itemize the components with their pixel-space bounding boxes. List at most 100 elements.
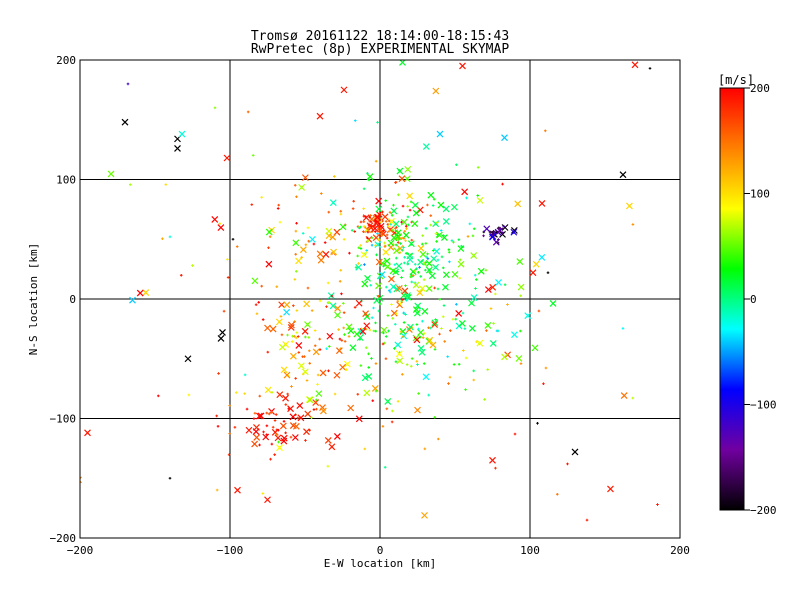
data-point-plus — [438, 332, 441, 336]
data-point-x — [315, 390, 323, 398]
data-point-plus — [293, 184, 297, 187]
data-point-plus — [386, 314, 390, 317]
data-point-plus — [227, 453, 231, 457]
data-point-plus — [410, 273, 413, 277]
data-point-plus — [474, 278, 478, 281]
data-point-x — [789, 537, 795, 543]
data-point-plus — [304, 243, 308, 247]
data-point-plus — [307, 336, 311, 339]
data-point-plus — [260, 284, 263, 288]
data-point-plus — [343, 333, 346, 336]
data-point-plus — [362, 207, 365, 210]
data-point-plus — [405, 227, 408, 230]
data-point-plus — [290, 385, 293, 388]
data-point-x — [289, 413, 297, 421]
data-point-x — [416, 289, 424, 297]
data-point-plus — [496, 241, 500, 245]
data-point-plus — [648, 67, 652, 70]
data-point-plus — [463, 327, 467, 330]
data-point-x — [489, 456, 496, 464]
data-point-x — [457, 260, 465, 268]
data-point-plus — [315, 398, 318, 402]
data-point-plus — [306, 226, 310, 230]
data-point-x — [319, 407, 327, 415]
data-point-plus — [427, 326, 430, 330]
data-point-plus — [359, 364, 363, 367]
data-point-plus — [370, 230, 374, 233]
data-point-plus — [218, 222, 222, 225]
data-point-x — [328, 443, 336, 451]
data-point-x — [375, 258, 383, 266]
data-point-plus — [377, 309, 381, 313]
data-point-x — [265, 260, 273, 268]
data-point-plus — [415, 267, 418, 271]
data-point-x — [499, 230, 506, 238]
data-point-plus — [273, 419, 277, 422]
data-point-x — [390, 207, 398, 215]
data-point-x — [620, 392, 628, 399]
data-point-x — [292, 239, 300, 247]
data-point-plus — [370, 357, 373, 360]
data-point-plus — [401, 269, 405, 273]
data-point-x — [433, 247, 441, 255]
data-point-plus — [315, 407, 318, 411]
data-point-x — [501, 353, 508, 361]
data-point-plus — [404, 239, 407, 243]
data-point-x — [451, 270, 459, 278]
data-point-x — [407, 323, 414, 331]
data-point-plus — [378, 302, 382, 306]
data-point-plus — [243, 373, 247, 377]
data-point-plus — [424, 261, 428, 264]
data-point-plus — [310, 416, 313, 420]
data-point-plus — [452, 240, 455, 244]
y-tick-label: 0 — [69, 293, 76, 306]
data-point-plus — [376, 232, 379, 235]
colorbar-tick-label: 0 — [750, 293, 757, 306]
data-point-x — [375, 205, 383, 213]
data-point-plus — [395, 312, 398, 316]
data-point-plus — [396, 241, 400, 244]
data-point-plus — [356, 393, 360, 396]
data-point-x — [282, 394, 289, 402]
data-point-x — [353, 330, 361, 338]
data-point-plus — [631, 396, 635, 400]
colorbar-tick-label: −200 — [750, 504, 777, 517]
data-point-x — [398, 175, 406, 183]
data-point-plus — [388, 229, 391, 233]
data-point-x — [326, 332, 334, 340]
data-point-plus — [293, 335, 296, 338]
data-point-x — [317, 256, 325, 264]
data-point-plus — [377, 276, 381, 280]
data-point-plus — [369, 224, 373, 228]
data-point-plus — [412, 274, 415, 277]
data-point-plus — [213, 106, 217, 110]
data-point-x — [437, 201, 445, 209]
data-point-x — [432, 87, 440, 95]
data-point-x — [388, 217, 395, 225]
data-point-x — [303, 428, 310, 436]
data-point-plus — [374, 230, 377, 233]
colorbar-ticks: 200 100 0 −100 −200 — [744, 82, 777, 517]
data-point-x — [417, 344, 425, 352]
data-point-x — [297, 414, 305, 422]
data-point-plus — [327, 301, 331, 304]
data-point-plus — [305, 379, 309, 382]
data-point-x — [386, 226, 394, 234]
data-point-x — [403, 175, 411, 183]
data-point-plus — [342, 311, 346, 314]
data-point-plus — [422, 278, 426, 282]
data-point-plus — [327, 210, 331, 214]
data-point-plus — [275, 433, 278, 436]
data-point-plus — [519, 294, 523, 298]
data-point-plus — [338, 279, 342, 283]
data-point-x — [301, 174, 309, 182]
data-point-plus — [378, 238, 381, 242]
data-point-x — [219, 329, 226, 336]
data-point-plus — [396, 400, 400, 403]
data-point-plus — [369, 220, 373, 224]
data-point-plus — [231, 237, 235, 241]
data-point-plus — [357, 262, 360, 265]
data-point-plus — [294, 253, 298, 256]
data-point-plus — [258, 394, 262, 398]
data-point-plus — [325, 305, 328, 308]
